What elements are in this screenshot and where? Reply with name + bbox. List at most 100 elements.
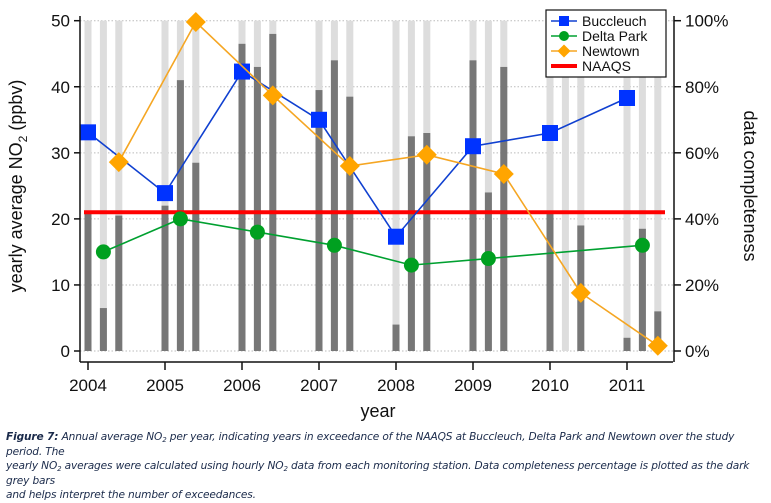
completeness-bar-background <box>561 20 569 351</box>
data-point-circle <box>634 237 650 253</box>
completeness-bar-background <box>546 20 554 351</box>
completeness-bar <box>500 66 508 351</box>
completeness-bar <box>330 60 338 351</box>
y-tick-label: 40 <box>51 78 70 97</box>
legend-label: Newtown <box>582 43 640 59</box>
data-point-square <box>234 63 250 80</box>
completeness-bar <box>392 324 400 351</box>
x-tick-labels: 2004 2005 2006 2007 2008 2009 2010 2011 <box>69 376 645 395</box>
legend-item-newtown: Newtown <box>551 43 640 59</box>
x-tick-label: 2007 <box>300 376 338 395</box>
completeness-bar <box>623 337 631 351</box>
completeness-bar-background <box>99 20 107 351</box>
completeness-bar <box>238 43 246 352</box>
data-point-circle <box>403 257 419 273</box>
caption-text: per year, indicating years in exceedance… <box>6 431 735 458</box>
caption-subscript: 2 <box>57 465 62 473</box>
completeness-bar-background <box>115 20 123 351</box>
y-axis-title-pre: yearly average NO <box>6 142 26 292</box>
data-point-diamond <box>339 156 360 177</box>
data-point-circle <box>249 224 265 240</box>
data-point-diamond <box>108 152 129 173</box>
y-tick-label: 20 <box>51 210 70 229</box>
y2-tick-label: 100% <box>685 12 728 31</box>
completeness-bar <box>84 212 92 351</box>
completeness-bar-background <box>392 20 400 351</box>
completeness-bar-background <box>84 20 92 351</box>
data-point-square <box>311 111 327 128</box>
y2-tick-label: 80% <box>685 78 719 97</box>
y2-tick-label: 40% <box>685 210 719 229</box>
completeness-bar <box>192 162 200 351</box>
legend-item-delta-park: Delta Park <box>551 28 648 44</box>
caption-text: Annual average NO <box>58 431 163 443</box>
legend-item-naaqs: NAAQS <box>551 58 631 74</box>
caption-text: and helps interpret the number of exceed… <box>6 489 256 501</box>
data-point-square <box>559 16 569 26</box>
completeness-bar <box>484 192 492 351</box>
x-tick-label: 2010 <box>531 376 569 395</box>
series-delta-park <box>95 211 650 273</box>
series-line <box>118 20 659 347</box>
completeness-bar <box>346 96 354 351</box>
legend-label: NAAQS <box>582 58 631 74</box>
y2-tick-label: 0% <box>685 342 710 361</box>
x-tick-label: 2004 <box>69 376 107 395</box>
y-tick-label: 30 <box>51 144 70 163</box>
figure-caption: Figure 7: Annual average NO2 per year, i… <box>6 430 766 503</box>
data-point-diamond <box>647 335 668 356</box>
completeness-bar-background <box>577 20 585 351</box>
completeness-bar <box>546 212 554 351</box>
y-axis-title-post: (ppbv) <box>6 80 26 136</box>
data-point-diamond <box>416 144 437 165</box>
completeness-bar-background <box>638 20 646 351</box>
data-point-square <box>619 89 635 106</box>
completeness-bar <box>638 228 646 351</box>
series-buccleuch <box>80 63 635 245</box>
data-point-circle <box>326 237 342 253</box>
caption-line-2: yearly NO2 averages were calculated usin… <box>6 459 766 488</box>
x-tick-label: 2009 <box>454 376 492 395</box>
completeness-bar <box>99 308 107 351</box>
data-point-circle <box>480 251 496 267</box>
x-tick-label: 2006 <box>223 376 261 395</box>
y-axis-title-sub: 2 <box>16 135 30 142</box>
x-axis-title: year <box>360 401 395 421</box>
data-point-circle <box>559 31 569 41</box>
data-point-square <box>465 138 481 155</box>
completeness-bar-background <box>654 20 662 351</box>
caption-label: Figure 7: <box>6 431 59 443</box>
completeness-bar-background <box>623 20 631 351</box>
x-tick-label: 2008 <box>377 376 415 395</box>
y-tick-label: 0 <box>61 342 70 361</box>
data-point-circle <box>172 211 188 227</box>
data-point-diamond <box>557 44 571 58</box>
caption-subscript: 2 <box>162 436 167 444</box>
completeness-bar <box>161 205 169 351</box>
legend-label: Buccleuch <box>582 13 647 29</box>
data-point-circle <box>95 244 111 260</box>
y2-tick-labels: 0% 20% 40% 60% 80% 100% <box>685 12 728 361</box>
data-point-diamond <box>262 85 283 106</box>
data-point-diamond <box>185 12 206 33</box>
x-tick-label: 2011 <box>609 376 646 395</box>
completeness-bar <box>269 33 277 352</box>
caption-subscript: 2 <box>283 465 288 473</box>
y-axis-title: yearly average NO2 (ppbv) <box>6 80 30 293</box>
y2-tick-label: 60% <box>685 144 719 163</box>
axes <box>74 16 681 370</box>
caption-line-1: Figure 7: Annual average NO2 per year, i… <box>6 430 766 459</box>
completeness-bar <box>423 133 431 351</box>
series-group <box>80 12 668 356</box>
completeness-bar <box>315 90 323 352</box>
completeness-bar <box>469 60 477 351</box>
series-line <box>103 218 643 266</box>
caption-text: averages were calculated using hourly NO <box>61 460 284 472</box>
data-point-diamond <box>570 282 591 303</box>
completeness-bar <box>654 311 662 351</box>
caption-text: yearly NO <box>6 460 58 472</box>
y-tick-label: 50 <box>51 12 70 31</box>
legend-item-buccleuch: Buccleuch <box>551 13 647 29</box>
series-newtown <box>108 12 668 356</box>
